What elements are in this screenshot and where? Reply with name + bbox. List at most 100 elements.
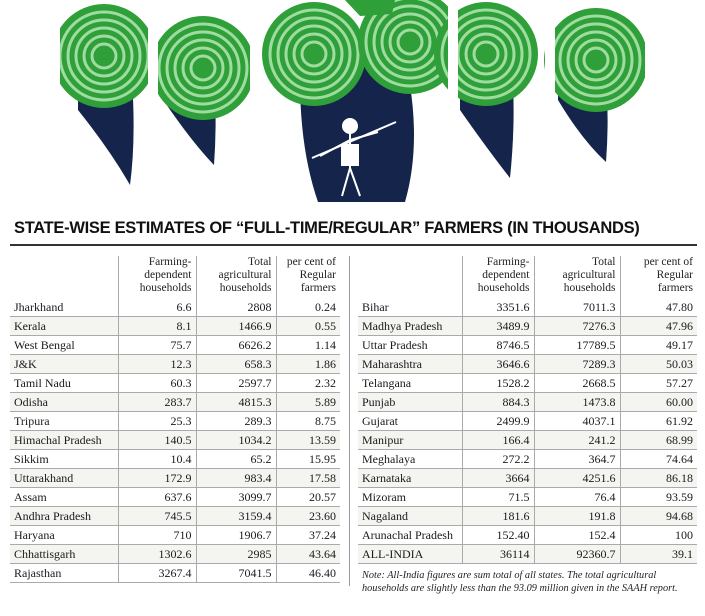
percent-cell: 47.96 xyxy=(619,316,697,336)
state-cell: Punjab xyxy=(358,392,462,412)
total-cell: 2985 xyxy=(195,544,276,564)
farmer-illustration xyxy=(0,0,705,215)
state-cell: Tamil Nadu xyxy=(10,373,118,393)
farming-cell: 71.5 xyxy=(461,487,534,507)
state-cell: Meghalaya xyxy=(358,449,462,469)
farming-cell: 25.3 xyxy=(117,411,196,431)
farming-cell: 166.4 xyxy=(461,430,534,450)
farming-cell: 8746.5 xyxy=(461,335,534,355)
table-row: Kerala 8.1 1466.9 0.55 xyxy=(10,316,340,336)
total-cell: 241.2 xyxy=(533,430,620,450)
farming-cell: 745.5 xyxy=(117,506,196,526)
farming-cell: 272.2 xyxy=(461,449,534,469)
left-header-row: Farming-dependent households Total agric… xyxy=(10,256,340,298)
percent-cell: 15.95 xyxy=(275,449,340,469)
table-row: Karnataka 3664 4251.6 86.18 xyxy=(358,468,697,488)
total-cell: 2597.7 xyxy=(195,373,276,393)
state-cell: ALL-INDIA xyxy=(358,544,462,564)
percent-cell: 74.64 xyxy=(619,449,697,469)
farming-cell: 884.3 xyxy=(461,392,534,412)
table-row: Odisha 283.7 4815.3 5.89 xyxy=(10,392,340,412)
state-cell: Mizoram xyxy=(358,487,462,507)
total-cell: 4815.3 xyxy=(195,392,276,412)
state-cell: Gujarat xyxy=(358,411,462,431)
state-cell: West Bengal xyxy=(10,335,118,355)
table-row: Mizoram 71.5 76.4 93.59 xyxy=(358,487,697,507)
percent-cell: 1.14 xyxy=(275,335,340,355)
farming-header: Farming-dependent households xyxy=(461,256,534,298)
percent-cell: 86.18 xyxy=(619,468,697,488)
state-cell: Arunachal Pradesh xyxy=(358,525,462,545)
left-table-body: Jharkhand 6.6 2808 0.24 Kerala 8.1 1466.9 0.55 W… xyxy=(10,298,340,583)
total-cell: 7011.3 xyxy=(533,298,620,317)
percent-cell: 0.24 xyxy=(275,298,340,317)
total-cell: 3099.7 xyxy=(195,487,276,507)
total-header: Total agricultural households xyxy=(533,256,620,298)
table-row: Meghalaya 272.2 364.7 74.64 xyxy=(358,449,697,469)
percent-cell: 49.17 xyxy=(619,335,697,355)
table-row: Manipur 166.4 241.2 68.99 xyxy=(358,430,697,450)
farming-cell: 3267.4 xyxy=(117,563,196,583)
total-header: Total agricultural households xyxy=(195,256,276,298)
title-rule xyxy=(10,244,697,246)
percent-header: per cent of Regular farmers xyxy=(275,256,340,298)
percent-cell: 37.24 xyxy=(275,525,340,545)
table-row: Madhya Pradesh 3489.9 7276.3 47.96 xyxy=(358,316,697,336)
table-row: Uttar Pradesh 8746.5 17789.5 49.17 xyxy=(358,335,697,355)
percent-cell: 43.64 xyxy=(275,544,340,564)
state-cell: Uttarakhand xyxy=(10,468,118,488)
state-cell: Kerala xyxy=(10,316,118,336)
farming-cell: 140.5 xyxy=(117,430,196,450)
total-cell: 4251.6 xyxy=(533,468,620,488)
state-cell: Jharkhand xyxy=(10,298,118,317)
state-cell: J&K xyxy=(10,354,118,374)
percent-cell: 57.27 xyxy=(619,373,697,393)
percent-cell: 8.75 xyxy=(275,411,340,431)
footnote: Note: All-India figures are sum total of… xyxy=(362,570,678,594)
farming-cell: 8.1 xyxy=(117,316,196,336)
farming-cell: 637.6 xyxy=(117,487,196,507)
state-cell: Rajasthan xyxy=(10,563,118,583)
state-cell: Maharashtra xyxy=(358,354,462,374)
state-cell: Uttar Pradesh xyxy=(358,335,462,355)
table-row: Arunachal Pradesh 152.40 152.4 100 xyxy=(358,525,697,545)
state-cell: Bihar xyxy=(358,298,462,317)
farming-cell: 3489.9 xyxy=(461,316,534,336)
state-cell: Manipur xyxy=(358,430,462,450)
farming-cell: 3646.6 xyxy=(461,354,534,374)
farming-cell: 710 xyxy=(117,525,196,545)
table-row: Jharkhand 6.6 2808 0.24 xyxy=(10,298,340,317)
left-table: Farming-dependent households Total agric… xyxy=(10,256,340,583)
percent-cell: 47.80 xyxy=(619,298,697,317)
percent-cell: 5.89 xyxy=(275,392,340,412)
percent-cell: 39.1 xyxy=(619,544,697,564)
total-cell: 152.4 xyxy=(533,525,620,545)
table-row: Andhra Pradesh 745.5 3159.4 23.60 xyxy=(10,506,340,526)
total-cell: 1034.2 xyxy=(195,430,276,450)
total-cell: 2808 xyxy=(195,298,276,317)
table-row: Uttarakhand 172.9 983.4 17.58 xyxy=(10,468,340,488)
table-row: Telangana 1528.2 2668.5 57.27 xyxy=(358,373,697,393)
table-row: Assam 637.6 3099.7 20.57 xyxy=(10,487,340,507)
state-cell: Andhra Pradesh xyxy=(10,506,118,526)
total-cell: 289.3 xyxy=(195,411,276,431)
farming-cell: 3664 xyxy=(461,468,534,488)
state-cell: Telangana xyxy=(358,373,462,393)
percent-cell: 50.03 xyxy=(619,354,697,374)
table-row: Sikkim 10.4 65.2 15.95 xyxy=(10,449,340,469)
total-cell: 7276.3 xyxy=(533,316,620,336)
table-row: Haryana 710 1906.7 37.24 xyxy=(10,525,340,545)
total-cell: 1466.9 xyxy=(195,316,276,336)
table-row: Nagaland 181.6 191.8 94.68 xyxy=(358,506,697,526)
farming-cell: 75.7 xyxy=(117,335,196,355)
percent-cell: 2.32 xyxy=(275,373,340,393)
table-row: Chhattisgarh 1302.6 2985 43.64 xyxy=(10,544,340,564)
table-row: J&K 12.3 658.3 1.86 xyxy=(10,354,340,374)
total-cell: 983.4 xyxy=(195,468,276,488)
percent-cell: 1.86 xyxy=(275,354,340,374)
table-row: Rajasthan 3267.4 7041.5 46.40 xyxy=(10,563,340,583)
table-row: ALL-INDIA 36114 92360.7 39.1 xyxy=(358,544,697,564)
percent-cell: 61.92 xyxy=(619,411,697,431)
percent-cell: 23.60 xyxy=(275,506,340,526)
total-cell: 7289.3 xyxy=(533,354,620,374)
